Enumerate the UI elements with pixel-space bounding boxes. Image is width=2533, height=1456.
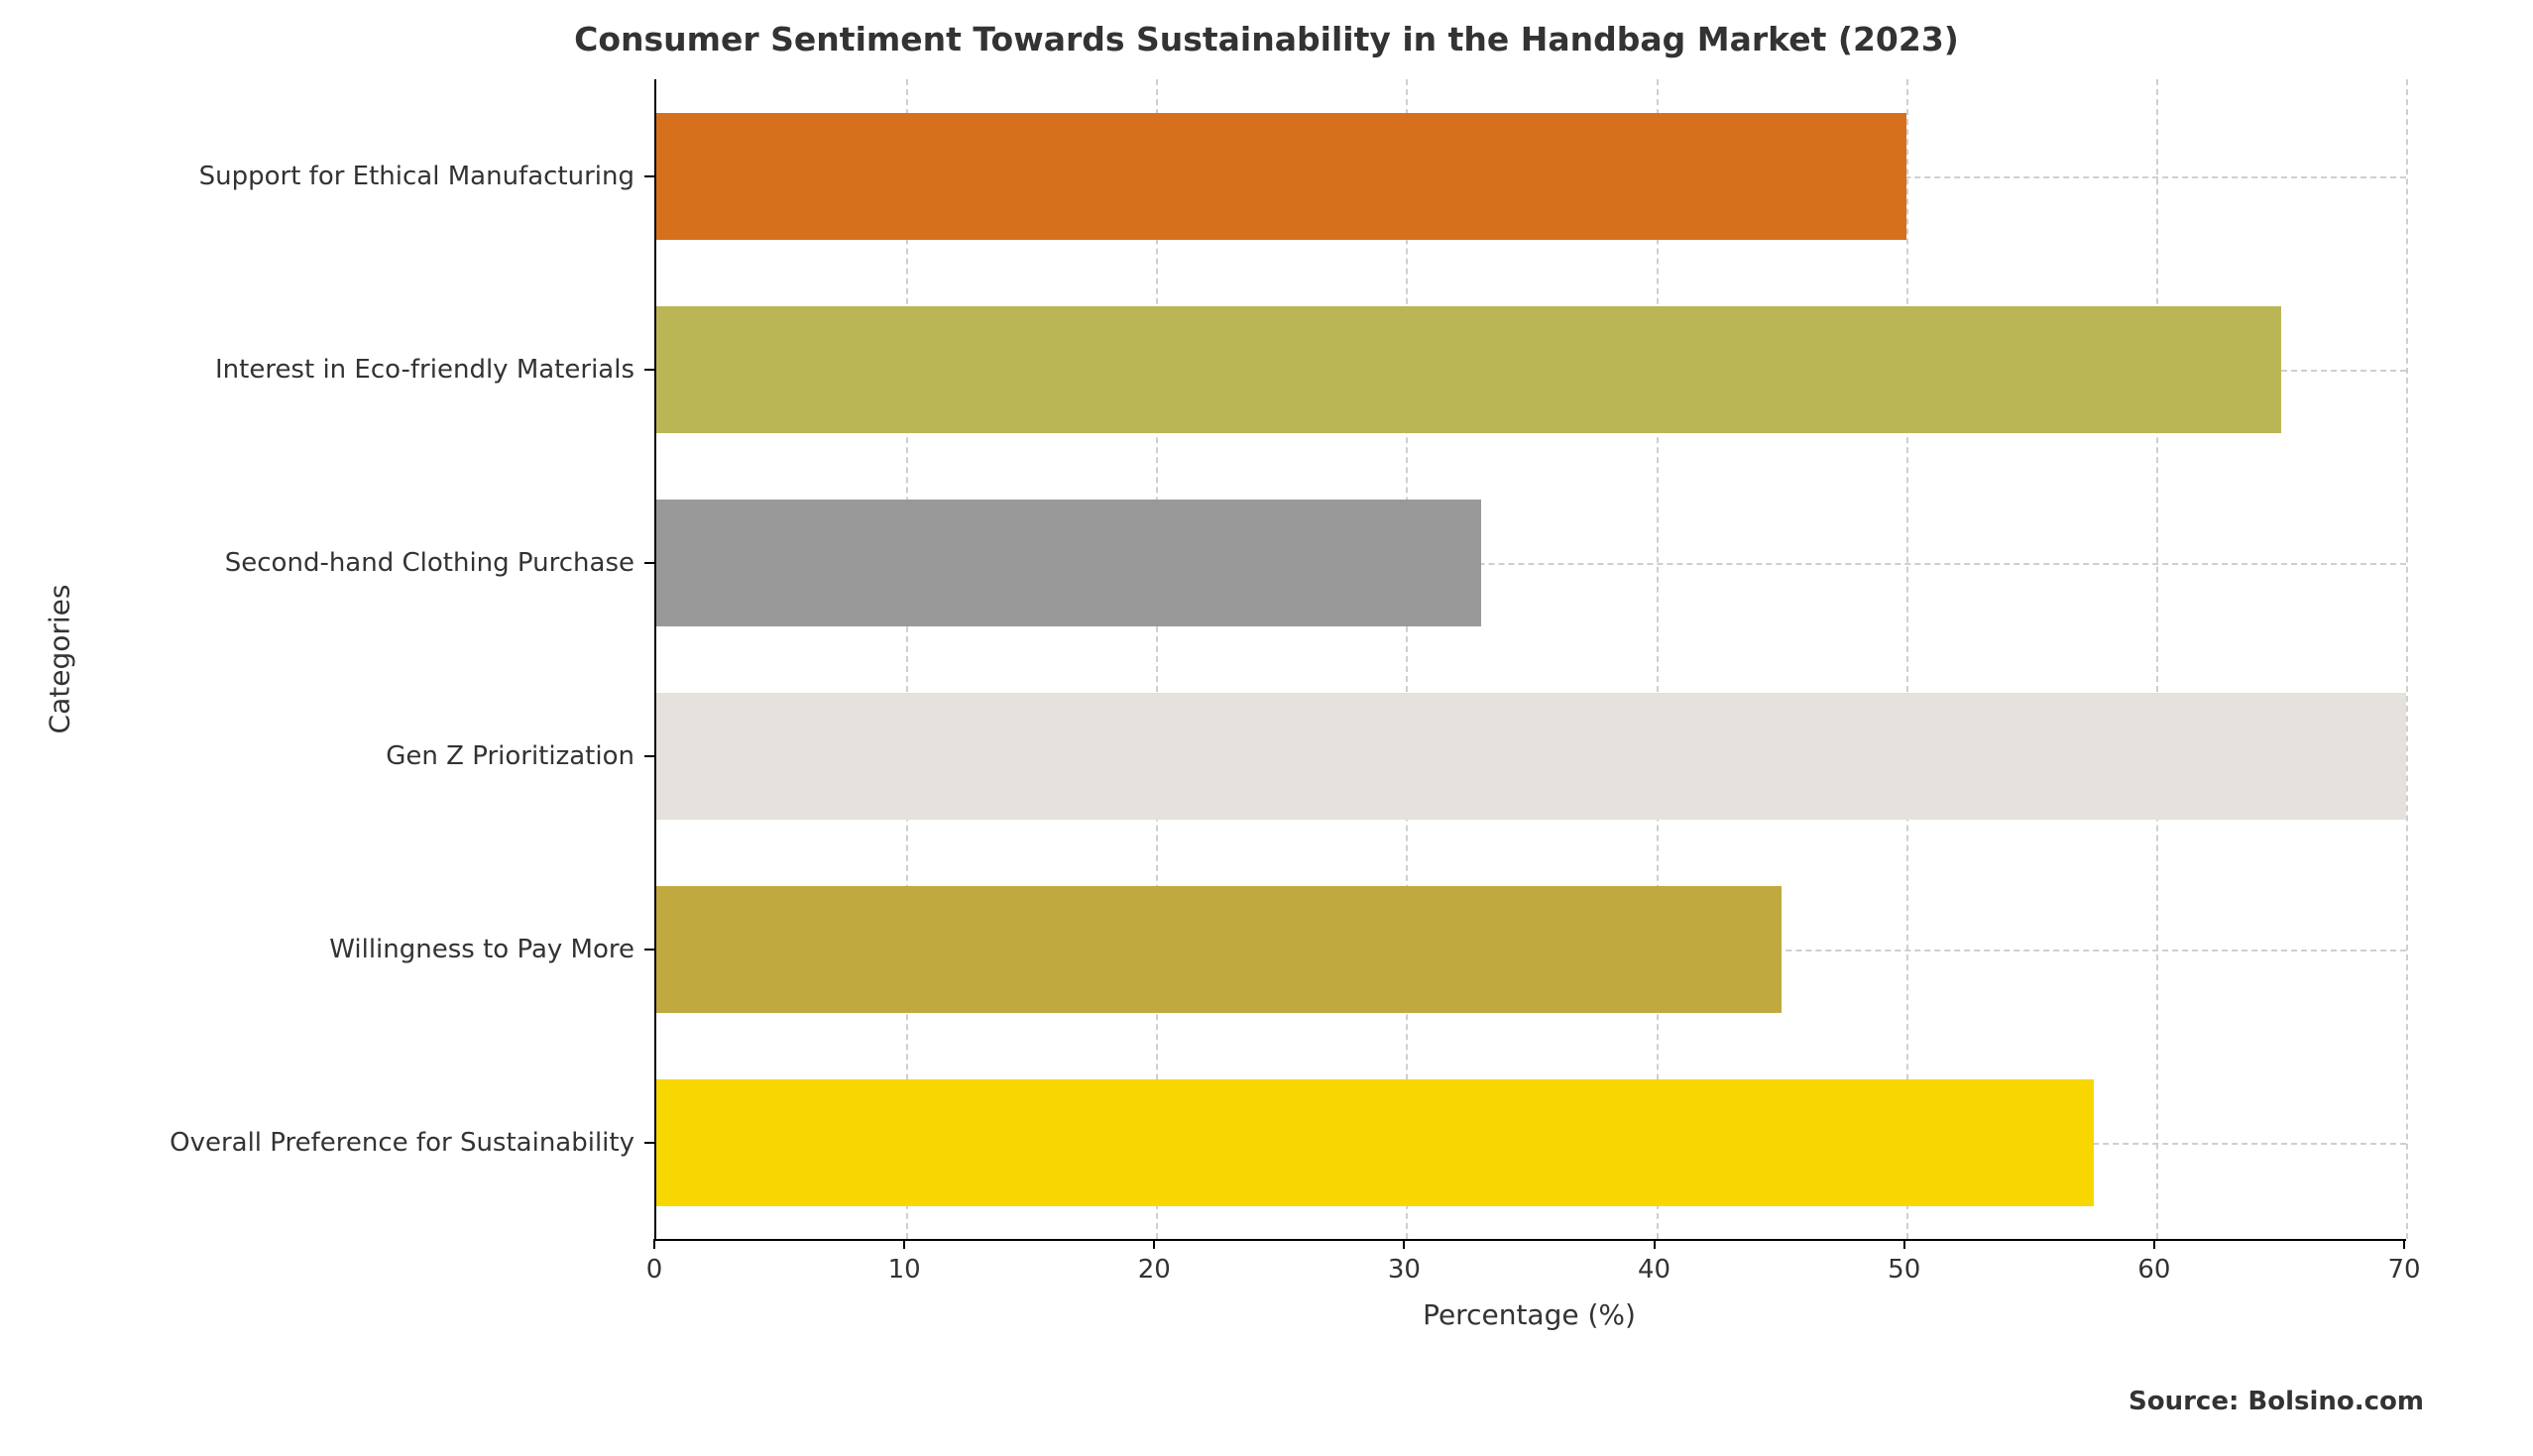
bar <box>656 306 2281 433</box>
x-tick-label: 10 <box>888 1255 921 1285</box>
bar <box>656 693 2406 820</box>
x-tick-label: 30 <box>1388 1255 1421 1285</box>
bar <box>656 113 1906 240</box>
x-tick-label: 20 <box>1138 1255 1171 1285</box>
bar <box>656 886 1782 1013</box>
y-axis-label: Categories <box>44 585 76 734</box>
gridline <box>906 79 908 1239</box>
y-tick-label: Overall Preference for Sustainability <box>79 1128 634 1158</box>
x-tick <box>653 1239 655 1249</box>
x-tick-label: 50 <box>1888 1255 1920 1285</box>
y-tick-label: Willingness to Pay More <box>79 935 634 964</box>
x-tick-label: 70 <box>2387 1255 2420 1285</box>
y-tick-label: Support for Ethical Manufacturing <box>79 162 634 191</box>
x-tick-label: 40 <box>1638 1255 1670 1285</box>
y-tick <box>644 1142 654 1144</box>
x-tick <box>2403 1239 2405 1249</box>
chart-title: Consumer Sentiment Towards Sustainabilit… <box>0 20 2533 58</box>
y-tick <box>644 755 654 757</box>
bar <box>656 1079 2094 1206</box>
y-tick-label: Gen Z Prioritization <box>79 741 634 771</box>
y-tick <box>644 949 654 951</box>
y-tick <box>644 562 654 564</box>
gridline <box>2406 79 2408 1239</box>
y-tick-label: Second-hand Clothing Purchase <box>79 548 634 578</box>
gridline <box>2156 79 2158 1239</box>
x-tick <box>1403 1239 1405 1249</box>
x-tick <box>1153 1239 1155 1249</box>
x-tick <box>903 1239 905 1249</box>
x-axis-label: Percentage (%) <box>1423 1298 1636 1331</box>
gridline <box>1156 79 1158 1239</box>
x-tick-label: 60 <box>2137 1255 2170 1285</box>
gridline <box>1657 79 1659 1239</box>
x-tick <box>2153 1239 2155 1249</box>
y-tick <box>644 175 654 177</box>
bar <box>656 500 1481 626</box>
x-tick-label: 0 <box>646 1255 663 1285</box>
figure: Consumer Sentiment Towards Sustainabilit… <box>0 0 2533 1456</box>
plot-area <box>654 79 2406 1241</box>
x-tick <box>1903 1239 1905 1249</box>
source-attribution: Source: Bolsino.com <box>2129 1387 2424 1416</box>
y-tick <box>644 369 654 371</box>
x-tick <box>1654 1239 1656 1249</box>
y-tick-label: Interest in Eco-friendly Materials <box>79 355 634 385</box>
gridline <box>1406 79 1408 1239</box>
gridline <box>1906 79 1908 1239</box>
